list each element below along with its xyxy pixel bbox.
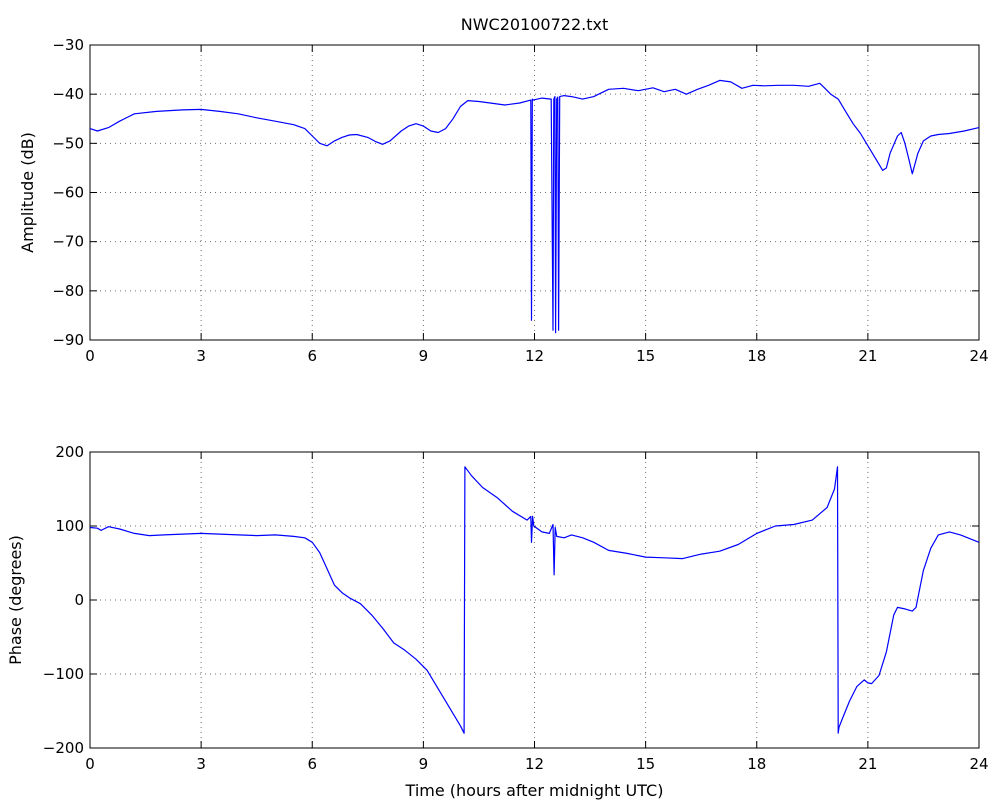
phase-xlabel: Time (hours after midnight UTC): [405, 781, 664, 800]
amplitude-xtick-label-5: 15: [636, 347, 655, 365]
phase-ytick-label-1: −100: [43, 665, 84, 683]
amplitude-xtick-label-6: 18: [747, 347, 766, 365]
amplitude-ytick-label-3: −60: [52, 184, 84, 202]
amplitude-xtick-label-0: 0: [85, 347, 95, 365]
phase-ytick-label-0: −200: [43, 739, 84, 757]
phase-ytick-label-4: 200: [55, 443, 84, 461]
phase-series-line-0: [89, 466, 980, 734]
phase-ytick-label-2: 0: [74, 591, 84, 609]
amplitude-panel: 0 3 6 9 12 15 18 21 24 −90 −80 −70 −60 −50 −40 −30 NWC20…: [18, 15, 989, 365]
phase-ytick-label-3: 100: [55, 517, 84, 535]
phase-xtick-label-8: 24: [969, 755, 988, 773]
amplitude-xtick-label-4: 12: [525, 347, 544, 365]
amplitude-ytick-label-2: −70: [52, 233, 84, 251]
phase-xtick-label-5: 15: [636, 755, 655, 773]
phase-xtick-label-7: 21: [858, 755, 877, 773]
phase-xtick-label-0: 0: [85, 755, 95, 773]
amplitude-ytick-label-1: −80: [52, 282, 84, 300]
chart-title: NWC20100722.txt: [461, 15, 609, 34]
phase-xtick-label-6: 18: [747, 755, 766, 773]
phase-ylabel: Phase (degrees): [6, 535, 25, 665]
amplitude-ytick-label-0: −90: [52, 331, 84, 349]
amplitude-xtick-label-8: 24: [969, 347, 988, 365]
amplitude-xtick-label-2: 6: [307, 347, 317, 365]
amplitude-ytick-label-4: −50: [52, 134, 84, 152]
phase-xtick-label-4: 12: [525, 755, 544, 773]
amplitude-series-line-0: [89, 79, 980, 334]
amplitude-xtick-label-3: 9: [419, 347, 429, 365]
amplitude-ytick-label-6: −30: [52, 36, 84, 54]
phase-xtick-label-1: 3: [196, 755, 206, 773]
amplitude-ylabel: Amplitude (dB): [18, 132, 37, 253]
amplitude-xtick-label-1: 3: [196, 347, 206, 365]
amplitude-ytick-label-5: −40: [52, 85, 84, 103]
amplitude-xtick-label-7: 21: [858, 347, 877, 365]
phase-xtick-label-3: 9: [419, 755, 429, 773]
phase-panel: 0 3 6 9 12 15 18 21 24 −200 −100 0 100 200 Phase (degr…: [6, 443, 989, 800]
phase-xtick-label-2: 6: [307, 755, 317, 773]
